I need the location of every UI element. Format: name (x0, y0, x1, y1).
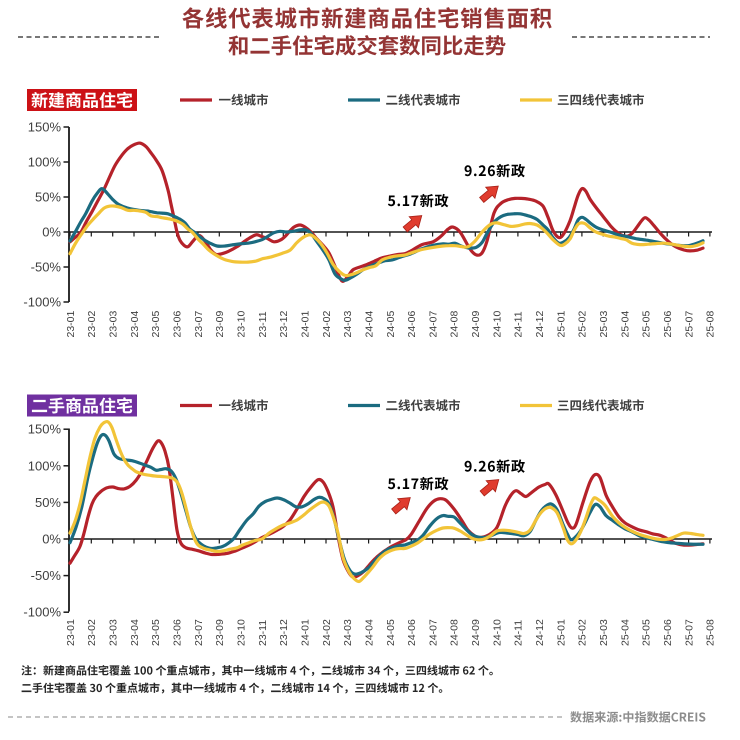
svg-text:23-11: 23-11 (257, 620, 269, 646)
svg-text:23-09: 23-09 (214, 619, 226, 646)
svg-text:23-07: 23-07 (193, 310, 205, 337)
svg-text:23-06: 23-06 (171, 619, 183, 646)
svg-text:23-12: 23-12 (278, 619, 290, 646)
svg-text:23-05: 23-05 (150, 310, 162, 337)
svg-text:23-04: 23-04 (129, 310, 141, 337)
svg-text:23-03: 23-03 (108, 310, 120, 337)
svg-text:24-02: 24-02 (321, 310, 333, 337)
svg-text:24-10: 24-10 (491, 310, 503, 337)
svg-text:24-01: 24-01 (299, 619, 311, 646)
svg-text:25-03: 25-03 (598, 310, 610, 337)
svg-text:23-06: 23-06 (171, 310, 183, 337)
svg-text:25-06: 25-06 (662, 619, 674, 646)
svg-text:50%: 50% (35, 190, 61, 205)
svg-text:25-04: 25-04 (619, 619, 631, 646)
svg-text:24-11: 24-11 (513, 620, 525, 646)
svg-text:23-10: 23-10 (235, 310, 247, 337)
svg-text:23-12: 23-12 (278, 310, 290, 337)
svg-text:23-07: 23-07 (193, 619, 205, 646)
svg-text:23-02: 23-02 (86, 619, 98, 646)
svg-text:25-06: 25-06 (662, 310, 674, 337)
svg-text:0%: 0% (42, 532, 61, 547)
svg-text:24-08: 24-08 (449, 310, 461, 337)
svg-text:25-01: 25-01 (555, 310, 567, 337)
svg-text:25-03: 25-03 (598, 619, 610, 646)
svg-text:23-05: 23-05 (150, 619, 162, 646)
svg-text:25-05: 25-05 (641, 619, 653, 646)
svg-text:150%: 150% (28, 120, 62, 135)
svg-text:24-06: 24-06 (406, 619, 418, 646)
svg-text:25-07: 25-07 (683, 310, 695, 337)
svg-text:25-08: 25-08 (705, 619, 717, 646)
svg-text:24-01: 24-01 (299, 310, 311, 337)
svg-text:23-04: 23-04 (129, 619, 141, 646)
svg-text:24-05: 24-05 (385, 619, 397, 646)
svg-text:24-06: 24-06 (406, 310, 418, 337)
svg-text:23-01: 23-01 (65, 310, 77, 337)
svg-text:25-01: 25-01 (555, 619, 567, 646)
svg-text:24-11: 24-11 (513, 311, 525, 337)
svg-text:24-10: 24-10 (491, 619, 503, 646)
svg-text:23-10: 23-10 (235, 619, 247, 646)
svg-text:23-01: 23-01 (65, 619, 77, 646)
svg-text:24-12: 24-12 (534, 310, 546, 337)
svg-text:100%: 100% (28, 155, 62, 170)
svg-text:25-02: 25-02 (577, 310, 589, 337)
svg-text:100%: 100% (28, 458, 62, 473)
svg-text:25-02: 25-02 (577, 619, 589, 646)
svg-text:23-11: 23-11 (257, 311, 269, 337)
svg-text:25-07: 25-07 (683, 619, 695, 646)
svg-text:24-09: 24-09 (470, 310, 482, 337)
svg-text:24-05: 24-05 (385, 310, 397, 337)
svg-text:25-05: 25-05 (641, 310, 653, 337)
svg-text:24-03: 24-03 (342, 310, 354, 337)
svg-text:24-07: 24-07 (427, 619, 439, 646)
svg-text:24-09: 24-09 (470, 619, 482, 646)
svg-text:-50%: -50% (31, 260, 62, 275)
svg-text:150%: 150% (28, 422, 62, 437)
svg-text:24-04: 24-04 (363, 310, 375, 337)
svg-text:24-03: 24-03 (342, 619, 354, 646)
svg-text:23-03: 23-03 (108, 619, 120, 646)
svg-text:-100%: -100% (23, 295, 61, 310)
svg-text:23-02: 23-02 (86, 310, 98, 337)
svg-text:24-12: 24-12 (534, 619, 546, 646)
svg-text:24-04: 24-04 (363, 619, 375, 646)
svg-text:24-07: 24-07 (427, 310, 439, 337)
svg-text:25-08: 25-08 (705, 310, 717, 337)
svg-text:25-04: 25-04 (619, 310, 631, 337)
svg-text:-100%: -100% (23, 605, 61, 620)
svg-text:-50%: -50% (31, 568, 62, 583)
svg-text:24-08: 24-08 (449, 619, 461, 646)
svg-text:24-02: 24-02 (321, 619, 333, 646)
svg-text:50%: 50% (35, 495, 61, 510)
svg-text:0%: 0% (42, 225, 61, 240)
svg-text:23-09: 23-09 (214, 310, 226, 337)
